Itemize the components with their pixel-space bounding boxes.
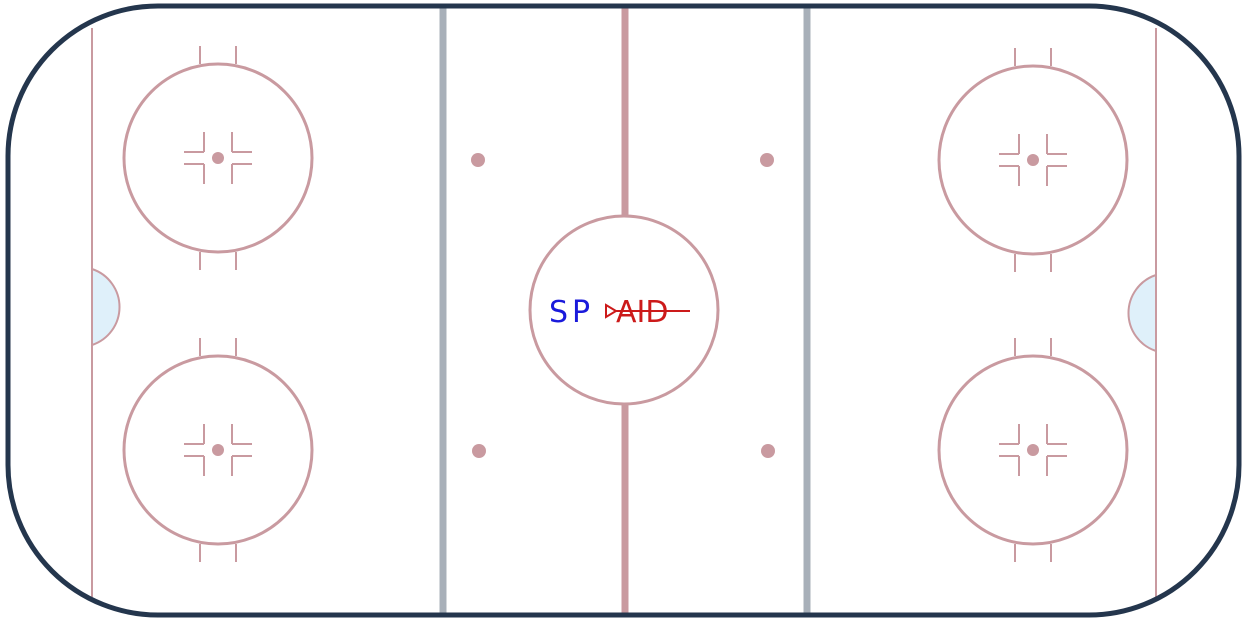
end-zone-faceoffs <box>122 46 1129 562</box>
faceoff-circle-ring <box>122 62 314 254</box>
faceoff-circle-ring <box>937 64 1129 256</box>
left-goal-crease <box>91 267 121 347</box>
neutral-dot-top-right <box>760 153 774 167</box>
neutral-dot-bottom-left <box>472 444 486 458</box>
faceoff-circle-top-left <box>122 46 314 270</box>
faceoff-dot <box>1027 444 1039 456</box>
faceoff-circle-top-right <box>937 48 1129 272</box>
faceoff-dot <box>1027 154 1039 166</box>
rink-boards <box>5 3 1242 618</box>
faceoff-circle-ring <box>122 354 314 546</box>
right-goal-crease <box>1127 273 1157 353</box>
faceoff-dot <box>212 152 224 164</box>
faceoff-circle-bottom-right <box>937 338 1129 562</box>
faceoff-circle-bottom-left <box>122 338 314 562</box>
logo-arrow-icon <box>605 303 618 319</box>
faceoff-circle-ring <box>937 354 1129 546</box>
logo-text-aid: AID <box>616 295 668 330</box>
neutral-dot-bottom-right <box>761 444 775 458</box>
faceoff-dot <box>212 444 224 456</box>
logo-text-sp: SP <box>549 295 594 330</box>
neutral-dot-top-left <box>471 153 485 167</box>
center-logo: SP AID <box>549 295 690 330</box>
